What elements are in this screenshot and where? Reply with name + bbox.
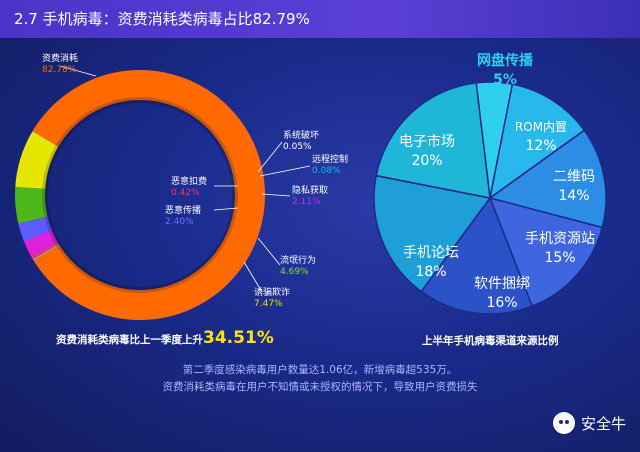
pie-label-ziyuanzhan: 手机资源站 15%: [520, 230, 600, 268]
value-label: 20%: [411, 153, 443, 169]
label-eyikoufei: 恶意扣费 0.42%: [171, 177, 207, 199]
value-label: 0.42%: [171, 188, 200, 198]
value-label: 2.40%: [165, 217, 194, 227]
donut-slice-7: [15, 131, 59, 189]
donut-inner-shade: [42, 97, 238, 293]
label-xitongpohuai: 系统破坏 0.05%: [283, 131, 319, 153]
donut-slice-3: [31, 241, 59, 260]
pie-label-wangpan: 网盘传播 5%: [470, 52, 540, 90]
series-name: 资费消耗: [42, 54, 79, 64]
label-liumang: 流氓行为 4.69%: [280, 256, 316, 278]
value-label: 5%: [493, 72, 517, 88]
pie-slice-4: [420, 196, 534, 315]
series-name: 软件捆绑: [474, 276, 530, 292]
pie-label-dianzi: 电子市场 20%: [392, 133, 462, 171]
pie-caption: 上半年手机病毒渠道来源比例: [422, 335, 559, 347]
series-name: 诱骗欺诈: [254, 288, 291, 298]
brand: 安全牛: [552, 412, 626, 434]
value-label: 82.78%: [42, 65, 77, 75]
pie-slice-6: [375, 81, 491, 199]
series-name: ROM内置: [514, 120, 568, 134]
value-label: 0.05%: [283, 142, 312, 152]
caption-value: 34.51%: [203, 328, 274, 348]
brand-name: 安全牛: [580, 414, 626, 433]
series-name: 电子市场: [399, 134, 455, 150]
value-label: 15%: [544, 250, 576, 266]
donut-slice-1: [33, 244, 59, 261]
pie-label-kunbang: 软件捆绑 16%: [465, 275, 539, 313]
pie-slice-2: [488, 129, 607, 229]
label-eyichuanbo: 恶意传播 2.40%: [165, 206, 201, 228]
value-label: 7.47%: [254, 299, 283, 309]
value-label: 14%: [558, 188, 590, 204]
leader-line-4: [261, 193, 291, 197]
series-name: 恶意传播: [165, 206, 202, 216]
donut-slice-6: [15, 186, 48, 224]
donut-slice-0: [32, 69, 266, 320]
donut-slice-2: [32, 243, 59, 260]
pie-label-rom: ROM内置 12%: [506, 118, 576, 156]
pie-label-erweima: 二维码 14%: [544, 168, 604, 206]
pie-slice-3: [488, 196, 604, 308]
page-title: 2.7 手机病毒：资费消耗类病毒占比82.79%: [0, 0, 640, 38]
pie-label-luntan: 手机论坛 18%: [396, 244, 466, 282]
series-name: 手机论坛: [403, 245, 459, 261]
value-label: 0.08%: [312, 166, 341, 176]
leader-line-6: [257, 237, 281, 266]
series-name: 隐私获取: [292, 186, 329, 196]
value-label: 12%: [525, 138, 557, 154]
label-yuancheng: 远程控制 0.08%: [312, 155, 348, 177]
leader-line-1: [257, 141, 283, 173]
caption-text: 资费消耗类病毒比上一季度上升: [56, 334, 203, 346]
label-youpian: 诱骗欺诈 7.47%: [254, 288, 290, 310]
label-zifei: 资费消耗 82.78%: [42, 54, 78, 76]
leader-line-2: [259, 165, 311, 177]
label-yinsi: 隐私获取 2.11%: [292, 186, 328, 208]
leader-line-7: [243, 261, 263, 293]
pie-slice-5: [373, 174, 492, 293]
pie-slice-1: [488, 83, 586, 200]
series-name: 流氓行为: [280, 256, 317, 266]
footer-line-1: 第二季度感染病毒用户数量达1.06亿，新增病毒超535万。: [182, 364, 458, 376]
series-name: 系统破坏: [283, 131, 320, 141]
footer-line-2: 资费消耗类病毒在用户不知情或未授权的情况下，导致用户资费损失: [162, 381, 478, 393]
wechat-icon: [552, 412, 575, 434]
donut-caption: 资费消耗类病毒比上一季度上升34.51%: [56, 328, 274, 348]
series-name: 网盘传播: [477, 53, 533, 69]
series-name: 恶意扣费: [171, 177, 208, 187]
donut-slice-4: [23, 230, 58, 257]
donut-slice-5: [18, 216, 52, 242]
value-label: 18%: [415, 264, 447, 280]
leader-line-0: [59, 65, 97, 77]
leader-line-5: [213, 207, 239, 211]
series-name: 二维码: [553, 169, 595, 185]
series-name: 远程控制: [312, 155, 349, 165]
series-name: 手机资源站: [525, 231, 595, 247]
value-label: 4.69%: [280, 267, 309, 277]
value-label: 2.11%: [292, 197, 321, 207]
value-label: 16%: [486, 295, 518, 311]
